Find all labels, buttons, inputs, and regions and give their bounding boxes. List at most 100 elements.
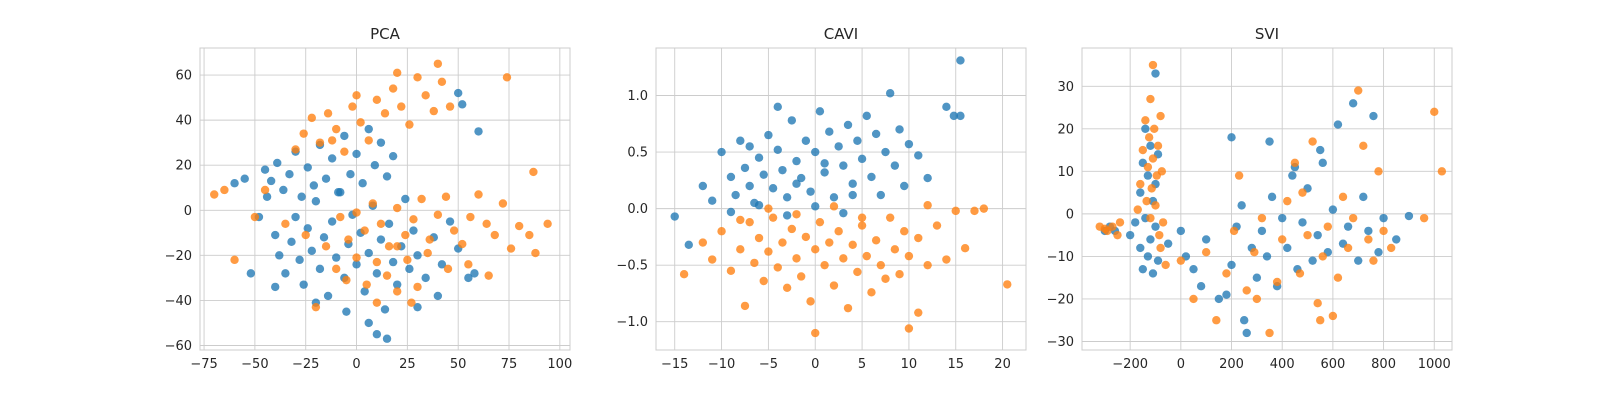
y-tick-label: 20 bbox=[1057, 122, 1074, 137]
data-point bbox=[311, 302, 321, 312]
data-point bbox=[1283, 196, 1292, 206]
data-point bbox=[857, 221, 867, 230]
y-tick-label: −20 bbox=[165, 249, 192, 264]
data-point bbox=[885, 89, 895, 98]
data-point bbox=[1318, 252, 1327, 261]
data-point bbox=[1131, 218, 1140, 227]
data-point bbox=[392, 242, 402, 251]
data-point bbox=[839, 254, 848, 263]
data-point bbox=[1229, 226, 1239, 236]
data-point bbox=[1369, 256, 1378, 265]
data-point bbox=[1234, 171, 1244, 180]
data-point bbox=[829, 202, 839, 211]
y-tick-label: −0.5 bbox=[616, 259, 648, 274]
data-point bbox=[384, 219, 394, 228]
x-tick-label: 100 bbox=[547, 357, 572, 372]
data-point bbox=[1189, 294, 1198, 304]
data-point bbox=[726, 172, 736, 182]
data-point bbox=[445, 217, 455, 226]
chart-title: SVI bbox=[1255, 25, 1279, 43]
x-tick-label: 400 bbox=[1270, 357, 1295, 372]
data-point bbox=[364, 124, 373, 134]
data-point bbox=[1262, 252, 1272, 261]
data-point bbox=[352, 253, 361, 262]
data-point bbox=[260, 185, 270, 195]
data-point bbox=[1146, 235, 1155, 244]
y-tick-label: −20 bbox=[1047, 292, 1074, 307]
data-point bbox=[820, 168, 829, 177]
data-point bbox=[458, 100, 467, 109]
data-point bbox=[372, 257, 382, 267]
y-tick-label: 0 bbox=[184, 204, 192, 219]
data-point bbox=[1115, 218, 1125, 227]
data-point bbox=[1156, 111, 1165, 121]
data-point bbox=[281, 219, 290, 228]
data-point bbox=[413, 302, 422, 312]
data-point bbox=[904, 251, 914, 261]
data-point bbox=[1252, 294, 1262, 304]
data-point bbox=[287, 237, 296, 247]
data-point bbox=[1374, 167, 1383, 176]
data-point bbox=[220, 185, 229, 195]
data-point bbox=[745, 142, 754, 151]
data-point bbox=[262, 192, 272, 201]
data-point bbox=[275, 251, 284, 260]
data-point bbox=[397, 102, 406, 111]
data-point bbox=[297, 192, 306, 201]
data-point bbox=[1153, 141, 1163, 151]
data-point bbox=[1354, 86, 1363, 95]
data-point bbox=[1222, 269, 1231, 278]
y-tick-label: 30 bbox=[1057, 80, 1074, 95]
data-point bbox=[970, 206, 979, 216]
data-point bbox=[1176, 256, 1186, 265]
data-point bbox=[698, 181, 708, 191]
data-point bbox=[1222, 290, 1231, 299]
data-point bbox=[792, 156, 801, 166]
data-point bbox=[1136, 179, 1145, 189]
data-point bbox=[1308, 256, 1317, 265]
data-point bbox=[1242, 328, 1251, 338]
data-point bbox=[885, 213, 895, 222]
data-point bbox=[240, 174, 249, 183]
data-point bbox=[433, 291, 443, 301]
x-tick-label: −50 bbox=[241, 357, 268, 372]
data-point bbox=[279, 185, 288, 195]
data-point bbox=[1148, 154, 1158, 163]
data-point bbox=[327, 154, 337, 163]
data-point bbox=[914, 151, 923, 160]
data-point bbox=[1138, 145, 1148, 155]
data-point bbox=[307, 113, 317, 123]
data-point bbox=[942, 102, 951, 112]
data-point bbox=[291, 145, 300, 154]
data-point bbox=[1125, 230, 1135, 240]
data-point bbox=[768, 213, 778, 222]
data-point bbox=[323, 291, 333, 301]
data-point bbox=[1267, 192, 1277, 202]
data-point bbox=[796, 173, 806, 183]
data-point bbox=[750, 258, 759, 268]
data-point bbox=[474, 127, 483, 136]
data-point bbox=[759, 276, 768, 286]
data-point bbox=[273, 158, 282, 168]
data-point bbox=[334, 188, 343, 197]
data-point bbox=[1176, 226, 1186, 236]
data-point bbox=[358, 179, 367, 188]
data-point bbox=[754, 153, 764, 162]
data-point bbox=[470, 269, 479, 278]
data-point bbox=[1265, 137, 1274, 146]
data-point bbox=[321, 242, 331, 251]
data-point bbox=[754, 201, 764, 210]
y-tick-label: 10 bbox=[1057, 165, 1074, 180]
data-point bbox=[340, 131, 349, 141]
data-point bbox=[829, 281, 839, 290]
data-point bbox=[352, 91, 361, 100]
data-point bbox=[291, 212, 300, 222]
data-point bbox=[474, 190, 483, 199]
data-point bbox=[382, 271, 392, 280]
data-point bbox=[281, 269, 290, 278]
data-point bbox=[1138, 264, 1148, 274]
data-point bbox=[857, 154, 867, 164]
x-tick-label: 600 bbox=[1320, 357, 1345, 372]
data-point bbox=[890, 245, 900, 254]
data-point bbox=[1143, 171, 1153, 180]
